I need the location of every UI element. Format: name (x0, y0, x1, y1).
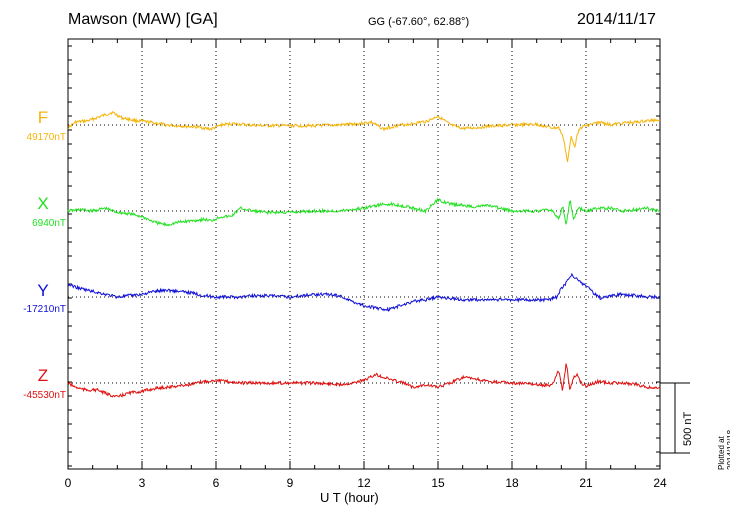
x-tick-label: 12 (357, 476, 371, 490)
axis-ticks: 0 3 6 9 12 15 18 21 24 (65, 39, 667, 490)
x-tick-label: 3 (139, 476, 146, 490)
grid-lines (68, 39, 660, 469)
series-lines (68, 112, 660, 397)
x-tick-label: 21 (579, 476, 593, 490)
x-tick-label: 0 (65, 476, 72, 490)
x-tick-label: 24 (653, 476, 667, 490)
plotted-timestamp: Plotted at 2014/12/18 01:53 UT (717, 430, 730, 470)
scale-bar-label: 500 nT (682, 412, 694, 446)
x-tick-label: 6 (213, 476, 220, 490)
x-axis-label: U T (hour) (320, 490, 379, 505)
x-tick-label: 15 (431, 476, 445, 490)
x-tick-label: 18 (505, 476, 519, 490)
series-line-x (68, 199, 660, 226)
x-tick-label: 9 (287, 476, 294, 490)
